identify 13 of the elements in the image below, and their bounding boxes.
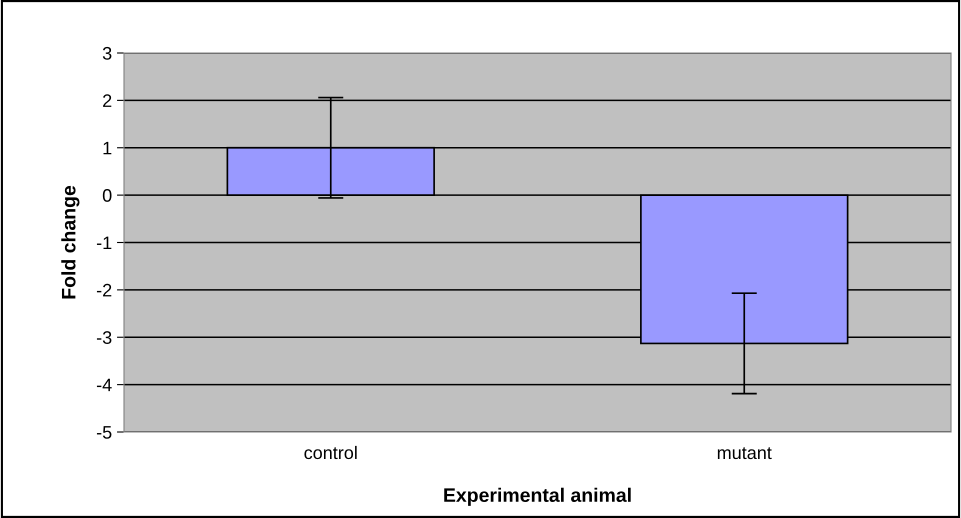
y-tick-label: -2 xyxy=(96,284,112,296)
x-tick-label: mutant xyxy=(718,447,772,460)
y-tick-label: 3 xyxy=(102,46,112,60)
y-tick-label: -1 xyxy=(96,236,112,250)
x-axis-title: Experimental animal xyxy=(444,488,631,506)
y-tick-label: -3 xyxy=(96,331,112,344)
y-tick-label: -5 xyxy=(96,426,112,439)
y-tick-label: -4 xyxy=(96,378,112,392)
y-tick-label: 2 xyxy=(103,94,112,107)
x-tick-label: control xyxy=(304,446,357,460)
y-tick-label: 1 xyxy=(104,142,112,154)
y-axis-title: Fold change xyxy=(61,186,80,298)
y-tick-label: 0 xyxy=(102,189,112,202)
